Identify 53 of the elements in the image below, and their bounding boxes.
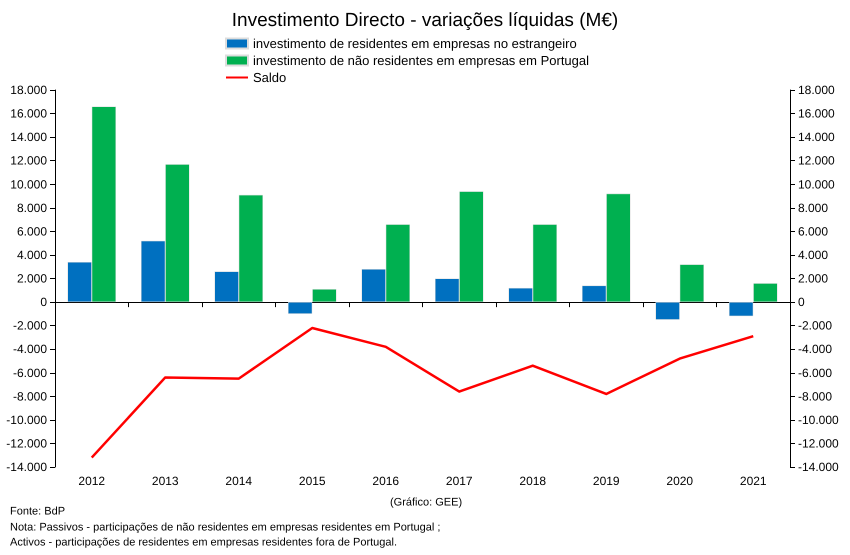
y-tick-label: 18.000 xyxy=(10,83,48,97)
x-tick-label: 2018 xyxy=(519,474,546,488)
x-tick-label: 2012 xyxy=(78,474,106,488)
y2-tick-label: 18.000 xyxy=(798,83,836,97)
text: Nota: Passivos - participações de não residentes em empresas residentes em Portugal ; xyxy=(10,522,440,534)
y2-tick-label: 16.000 xyxy=(798,106,836,121)
x-tick-label: 2014 xyxy=(225,474,252,488)
y2-tick-label: -12.000 xyxy=(798,436,840,450)
legend-label: Saldo xyxy=(253,70,286,85)
y-tick-label: 16.000 xyxy=(10,106,48,121)
y2-tick-label: 0 xyxy=(798,295,805,310)
y2-tick-label: -8.000 xyxy=(798,389,832,404)
y-tick-label: -12.000 xyxy=(6,436,48,450)
x-tick-label: 2021 xyxy=(740,474,767,488)
y-tick-label: 12.000 xyxy=(10,154,48,168)
y-tick-label: -4.000 xyxy=(12,342,48,356)
y-tick-label: -8.000 xyxy=(12,389,48,404)
y2-tick-label: 2.000 xyxy=(798,272,828,286)
y2-tick-label: 10.000 xyxy=(798,177,836,192)
text: Activos - participações de residentes em empresas residentes fora de Portugal. xyxy=(10,536,398,548)
y-tick-label: 0 xyxy=(40,295,48,310)
y2-tick-label: -6.000 xyxy=(798,366,832,380)
y2-tick-label: 14.000 xyxy=(798,130,836,144)
y-tick-label: 4.000 xyxy=(16,248,48,262)
x-tick-label: 2016 xyxy=(372,474,400,488)
y2-tick-label: -2.000 xyxy=(798,318,832,333)
legend-label: investimento de residentes em empresas no estrangeiro xyxy=(253,36,577,51)
y2-tick-label: -4.000 xyxy=(798,342,832,356)
y2-tick-label: 12.000 xyxy=(798,154,836,168)
line-series xyxy=(90,326,754,459)
y-tick-label: 6.000 xyxy=(16,224,48,238)
x-tick-label: 2020 xyxy=(666,474,694,488)
x-tick-label: 2015 xyxy=(298,474,326,488)
y2-tick-label: 4.000 xyxy=(798,248,828,262)
chart-title: Investimento Directo - variações líquidas (M€) xyxy=(232,10,618,31)
y-tick-label: -2.000 xyxy=(12,318,48,333)
y-tick-label: -14.000 xyxy=(6,460,48,474)
y2-tick-label: 8.000 xyxy=(798,200,828,215)
x-tick-label: 2017 xyxy=(446,474,473,488)
y-tick-label: -6.000 xyxy=(12,366,48,380)
y-tick-label: 2.000 xyxy=(16,272,48,286)
legend-label: investimento de não residentes em empresas em Portugal xyxy=(253,53,590,68)
y-tick-label: 10.000 xyxy=(10,177,48,192)
y-tick-label: 8.000 xyxy=(16,200,48,215)
y2-tick-label: -14.000 xyxy=(798,460,840,474)
x-tick-label: 2019 xyxy=(592,474,620,488)
y-tick-label: 14.000 xyxy=(10,130,48,144)
source-note: Fonte: BdP xyxy=(10,506,66,518)
y2-tick-label: -10.000 xyxy=(798,412,840,427)
y-tick-label: -10.000 xyxy=(6,412,48,427)
x-tick-label: 2013 xyxy=(152,474,179,488)
text: (Gráfico: GEE) xyxy=(390,496,462,508)
y2-tick-label: 6.000 xyxy=(798,224,828,238)
